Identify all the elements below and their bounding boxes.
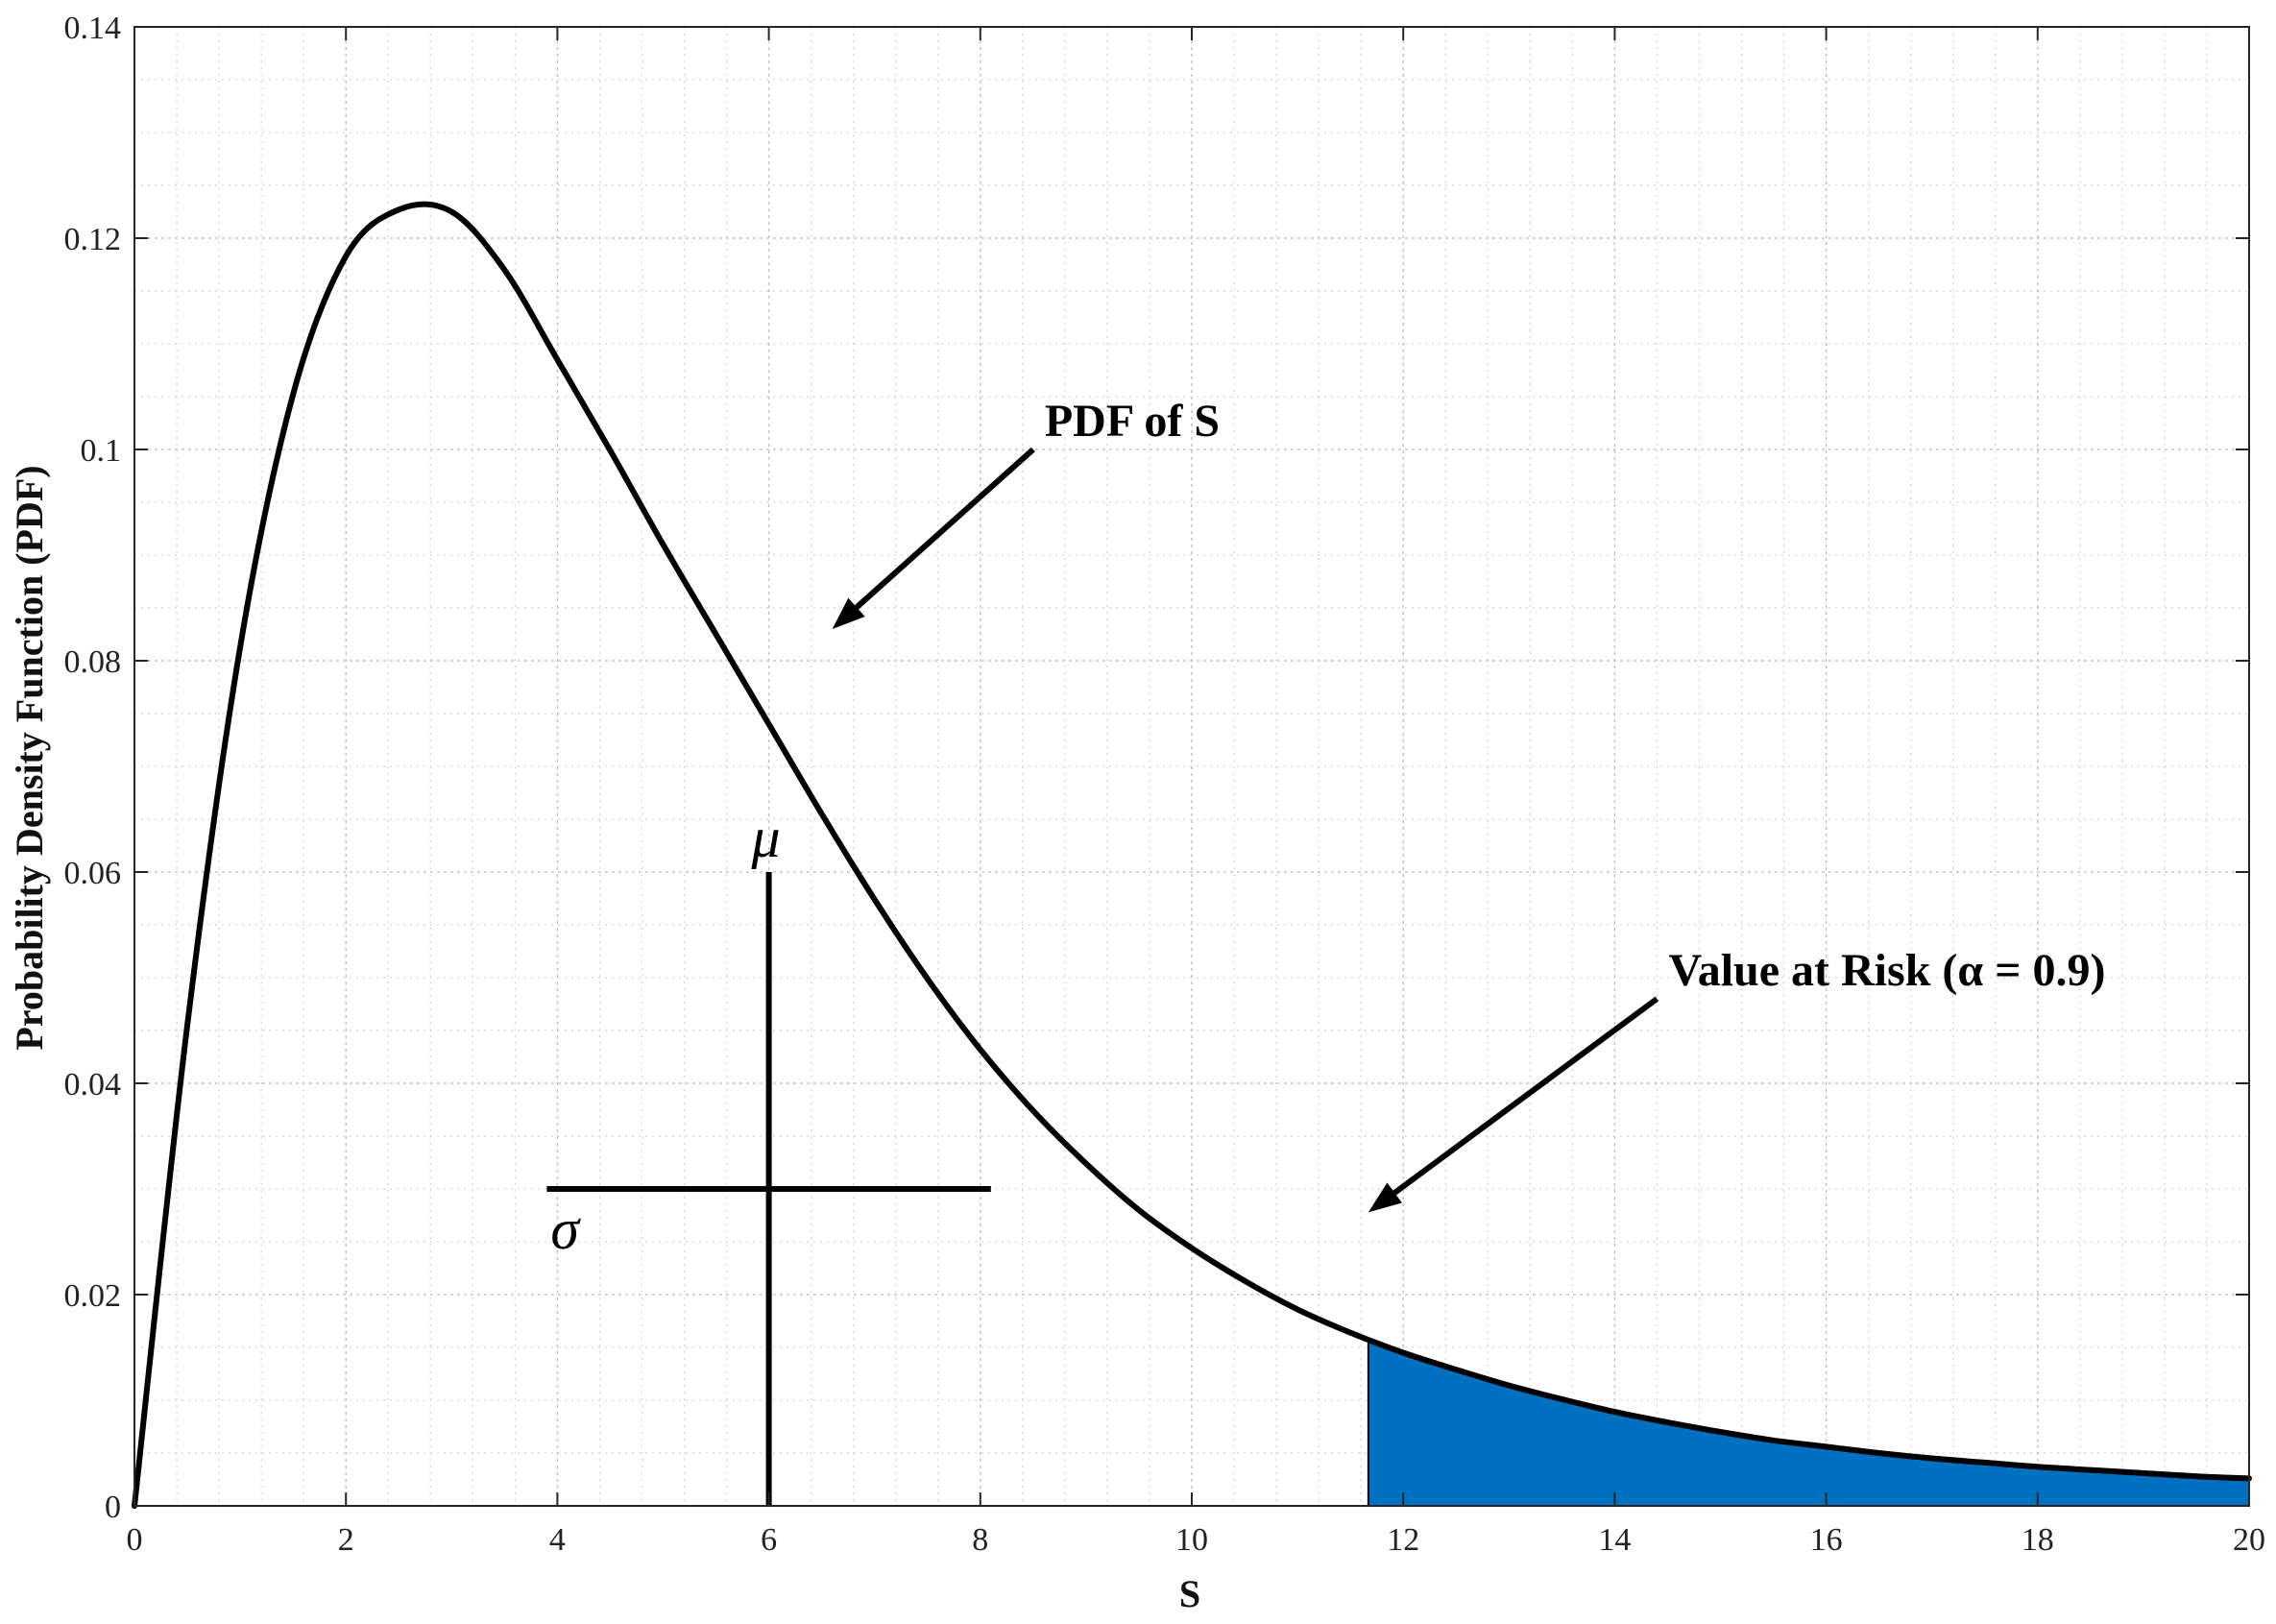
var-annotation-arrow-head (1368, 1182, 1402, 1213)
minor-grid (134, 27, 2249, 1506)
mean-label: μ (751, 806, 781, 869)
var-annotation-arrow-line (1392, 996, 1659, 1196)
pdf-annotation-arrow-head (832, 597, 865, 629)
y-tick-label: 0.12 (64, 222, 122, 257)
x-tick-label: 0 (127, 1522, 143, 1558)
annotation-layer: PDF of S Value at Risk (α = 0.9) (832, 396, 2106, 1213)
y-tick-label: 0.08 (64, 644, 122, 680)
pdf-curve (132, 201, 2252, 1509)
y-tick-label: 0.06 (64, 856, 122, 891)
x-axis-title: S (1179, 1572, 1200, 1615)
x-tick-label: 16 (1810, 1522, 1843, 1558)
x-tick-label: 6 (761, 1522, 777, 1558)
x-tick-label: 20 (2233, 1522, 2265, 1558)
x-tick-label: 18 (2022, 1522, 2054, 1558)
x-tick-label: 4 (549, 1522, 566, 1558)
pdf-annotation-text: PDF of S (1045, 396, 1220, 447)
x-tick-label: 8 (972, 1522, 988, 1558)
var-annotation-text: Value at Risk (α = 0.9) (1668, 945, 2105, 996)
y-tick-label: 0.14 (64, 11, 122, 46)
x-tick-label: 12 (1387, 1522, 1419, 1558)
y-tick-label: 0.04 (64, 1067, 122, 1103)
y-tick-label: 0.02 (64, 1278, 122, 1314)
y-tick-label: 0 (105, 1490, 121, 1525)
curve-layer (132, 201, 2252, 1509)
x-tick-label: 10 (1175, 1522, 1208, 1558)
axes-layer (133, 26, 2250, 1507)
y-axis-title: Probability Density Function (PDF) (8, 465, 51, 1050)
sigma-label: σ (550, 1198, 581, 1261)
marker-layer: μσ (546, 806, 991, 1506)
x-tick-label: 2 (338, 1522, 354, 1558)
tick-labels: 0 2 4 6 8 10 12 14 16 18 20 0 0.02 0.04 0.06 0.08 0.1 0.1… (64, 11, 2266, 1558)
y-tick-label: 0.1 (81, 433, 122, 469)
pdf-annotation-arrow-line (855, 447, 1035, 610)
x-tick-label: 14 (1598, 1522, 1631, 1558)
